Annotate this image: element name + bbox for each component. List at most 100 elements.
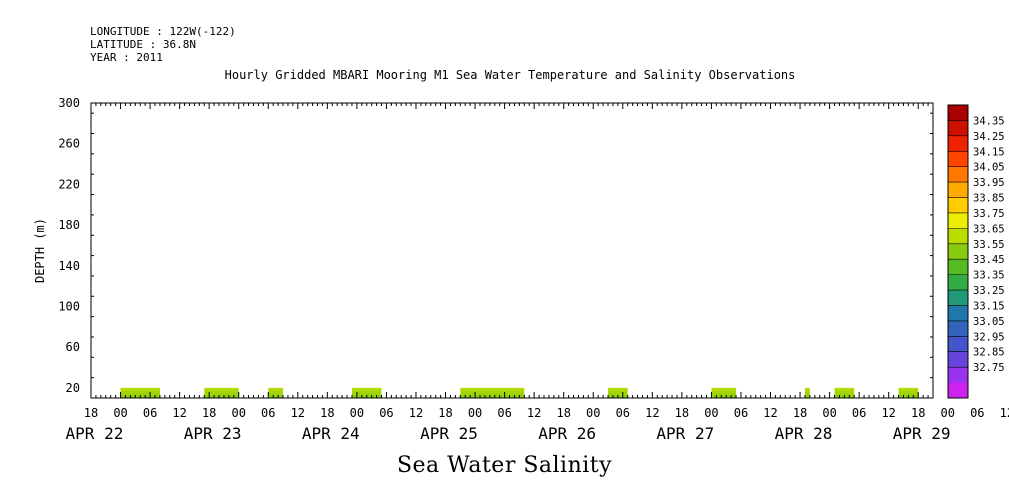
longitude-label: LONGITUDE : 122W(-122): [90, 25, 236, 38]
x-tick-label: 12: [763, 406, 777, 420]
x-tick-label: 00: [822, 406, 836, 420]
colorbar-label: 33.25: [973, 285, 1005, 297]
x-tick-label: 00: [113, 406, 127, 420]
data-segment-10: [898, 387, 919, 398]
x-tick-label: 12: [172, 406, 186, 420]
x-tick-label: 18: [911, 406, 925, 420]
colorbar-swatch: [948, 105, 968, 121]
x-day-label: APR 22: [66, 424, 124, 443]
y-tick-label: 220: [58, 177, 80, 191]
colorbar-swatch: [948, 120, 968, 137]
colorbar-swatch: [948, 336, 968, 353]
x-day-label: APR 28: [775, 424, 833, 443]
colorbar-label: 32.95: [973, 331, 1005, 343]
y-tick-label: 100: [58, 299, 80, 313]
plot-frame: [90, 102, 934, 399]
x-tick-label: 06: [379, 406, 393, 420]
data-segment-6: [608, 387, 628, 398]
data-segment-3: [268, 387, 284, 398]
x-day-label: APR 29: [893, 424, 951, 443]
x-axis-title: Sea Water Salinity: [396, 453, 613, 478]
x-tick-label: 06: [852, 406, 866, 420]
y-tick-label: 60: [66, 340, 80, 354]
colorbar-label: 34.35: [973, 115, 1005, 127]
x-tick-label: 12: [645, 406, 659, 420]
colorbar-swatch: [948, 243, 968, 260]
x-axis: 18 00 06 12 18 00 06 12 18 00 06 12 18 00 06 12 18 00 06 12…: [66, 103, 1009, 443]
x-tick-label: 06: [734, 406, 748, 420]
colorbar-swatch: [948, 259, 968, 276]
x-day-label: APR 24: [302, 424, 360, 443]
data-segments: [120, 387, 919, 398]
y-tick-label: 140: [58, 259, 80, 273]
data-segment-8: [804, 387, 810, 398]
x-tick-label: 00: [350, 406, 364, 420]
colorbar-swatch: [948, 197, 968, 214]
colorbar-label: 32.75: [973, 362, 1005, 374]
x-tick-label: 18: [675, 406, 689, 420]
year-label: YEAR : 2011: [90, 51, 163, 64]
x-tick-label: 12: [291, 406, 305, 420]
colorbar-frame: [947, 104, 969, 399]
data-segment-7: [711, 387, 737, 398]
y-axis-label: DEPTH (m): [33, 218, 47, 283]
y-tick-label: 260: [58, 137, 80, 151]
x-tick-label: 18: [793, 406, 807, 420]
x-tick-label: 12: [527, 406, 541, 420]
colorbar-label: 33.35: [973, 270, 1005, 282]
data-segment-9: [834, 387, 855, 398]
data-segment-5: [460, 387, 525, 398]
x-tick-label: 06: [970, 406, 984, 420]
x-tick-label: 00: [468, 406, 482, 420]
y-tick-label: 180: [58, 218, 80, 232]
colorbar-label: 34.15: [973, 146, 1005, 158]
colorbar-swatch: [948, 367, 968, 384]
x-day-label: APR 27: [656, 424, 714, 443]
y-tick-label: 20: [66, 381, 80, 395]
x-tick-label: 18: [84, 406, 98, 420]
x-tick-label: 00: [941, 406, 955, 420]
colorbar-label: 34.05: [973, 162, 1005, 174]
x-tick-label: 06: [616, 406, 630, 420]
colorbar-swatch: [948, 305, 968, 322]
y-axis: 20 60 100 140 180 220 260 300: [58, 96, 933, 399]
colorbar-label: 33.55: [973, 239, 1005, 251]
colorbar-label: 32.85: [973, 347, 1005, 359]
colorbar-swatch: [948, 151, 968, 168]
colorbar-swatch: [948, 351, 968, 368]
x-tick-label: 18: [202, 406, 216, 420]
colorbar-swatch: [948, 228, 968, 245]
x-tick-label: 18: [320, 406, 334, 420]
colorbar-label: 33.05: [973, 316, 1005, 328]
x-tick-label: 18: [438, 406, 452, 420]
data-segment-2: [204, 387, 239, 398]
x-day-label: APR 23: [184, 424, 242, 443]
colorbar-swatch: [948, 382, 968, 399]
x-tick-label: 06: [261, 406, 275, 420]
data-segment-1: [120, 387, 160, 398]
colorbar-label: 33.85: [973, 193, 1005, 205]
x-day-label: APR 26: [538, 424, 596, 443]
colorbar-swatch: [948, 274, 968, 291]
x-tick-label: 06: [497, 406, 511, 420]
colorbar-swatch: [948, 320, 968, 337]
x-tick-label: 12: [881, 406, 895, 420]
x-tick-label: 12: [1000, 406, 1009, 420]
colorbar-label: 33.75: [973, 208, 1005, 220]
x-tick-label: 00: [231, 406, 245, 420]
x-day-label: APR 25: [420, 424, 478, 443]
colorbar-label: 34.25: [973, 131, 1005, 143]
colorbar-label: 33.15: [973, 300, 1005, 312]
colorbar-label: 33.65: [973, 223, 1005, 235]
data-segment-4: [351, 387, 382, 398]
colorbar-label: 33.95: [973, 177, 1005, 189]
colorbar-swatch: [948, 166, 968, 183]
colorbar: 34.35 34.25 34.15 34.05 33.95 33.85 33.75 33.65…: [947, 104, 1005, 399]
y-tick-label: 300: [58, 96, 80, 110]
x-tick-label: 00: [586, 406, 600, 420]
x-tick-label: 00: [704, 406, 718, 420]
latitude-label: LATITUDE : 36.8N: [90, 38, 196, 51]
x-tick-label: 18: [556, 406, 570, 420]
x-tick-label: 12: [409, 406, 423, 420]
colorbar-swatch: [948, 212, 968, 229]
